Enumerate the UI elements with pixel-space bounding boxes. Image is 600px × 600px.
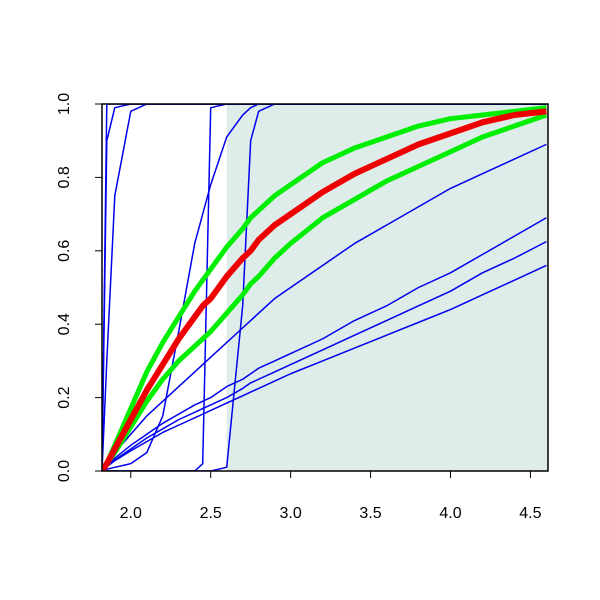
x-tick-label: 3.0: [280, 505, 302, 522]
shaded-region: [226, 104, 548, 471]
x-tick-label: 4.0: [439, 505, 461, 522]
x-tick-label: 2.5: [200, 505, 222, 522]
series-line: [102, 240, 547, 471]
series-line: [102, 217, 547, 471]
lines: [102, 104, 548, 471]
series-line: [102, 264, 547, 471]
y-tick-label: 0.0: [56, 460, 73, 482]
series-line: [102, 143, 547, 471]
x-tick-label: 4.5: [519, 505, 541, 522]
series-line: [102, 105, 547, 471]
y-tick-label: 0.2: [56, 386, 73, 408]
plot-frame: [101, 103, 549, 472]
series-line: [102, 112, 548, 471]
x-tick-label: 2.0: [120, 505, 142, 522]
x-tick-label: 3.5: [359, 505, 381, 522]
y-tick-label: 1.0: [56, 93, 73, 115]
series-line: [102, 104, 547, 471]
y-tick-label: 0.6: [56, 240, 73, 262]
y-tick-label: 0.8: [56, 166, 73, 188]
series-line: [102, 104, 547, 471]
y-tick-label: 0.4: [56, 313, 73, 335]
series-line: [102, 108, 547, 471]
